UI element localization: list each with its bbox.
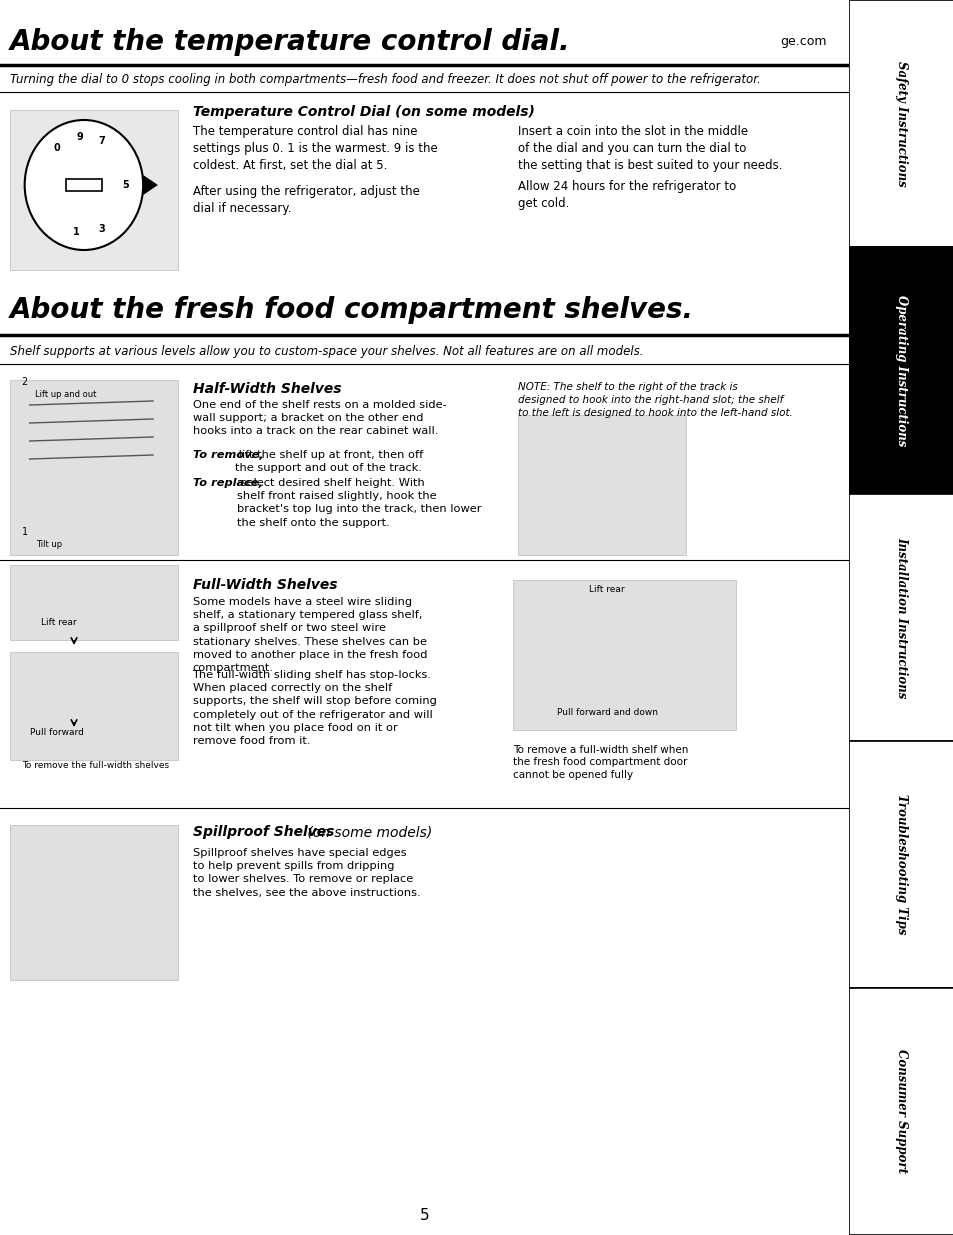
Text: Consumer Support: Consumer Support	[894, 1050, 907, 1173]
Text: 0: 0	[53, 143, 61, 153]
Text: 3: 3	[98, 224, 105, 233]
Bar	[10, 825, 177, 981]
Text: Operating Instructions: Operating Instructions	[894, 295, 907, 446]
Bar	[848, 0, 953, 247]
Bar	[848, 988, 953, 1235]
Bar	[848, 494, 953, 741]
Text: To remove,: To remove,	[193, 450, 263, 459]
Text: Safety Instructions: Safety Instructions	[894, 61, 907, 186]
Text: 2: 2	[22, 377, 28, 387]
Text: The temperature control dial has nine
settings plus 0. 1 is the warmest. 9 is th: The temperature control dial has nine se…	[193, 125, 436, 172]
Bar	[517, 415, 685, 555]
Text: To replace,: To replace,	[193, 478, 262, 488]
Text: Temperature Control Dial (on some models): Temperature Control Dial (on some models…	[193, 105, 534, 119]
Text: Installation Instructions: Installation Instructions	[894, 537, 907, 698]
Text: 9: 9	[77, 132, 84, 142]
Text: Lift up and out: Lift up and out	[34, 390, 96, 399]
Text: Turning the dial to 0 stops cooling in both compartments—fresh food and freezer.: Turning the dial to 0 stops cooling in b…	[10, 74, 760, 86]
Text: The full-width sliding shelf has stop-locks.
When placed correctly on the shelf
: The full-width sliding shelf has stop-lo…	[193, 671, 436, 746]
Text: 1: 1	[73, 227, 80, 237]
Bar	[10, 564, 177, 640]
Text: About the fresh food compartment shelves.: About the fresh food compartment shelves…	[10, 296, 693, 324]
Text: Spillproof Shelves: Spillproof Shelves	[193, 825, 334, 839]
Text: Pull forward and down: Pull forward and down	[557, 708, 657, 718]
Text: Allow 24 hours for the refrigerator to
get cold.: Allow 24 hours for the refrigerator to g…	[517, 180, 736, 210]
Bar	[10, 380, 177, 555]
Text: One end of the shelf rests on a molded side-
wall support; a bracket on the othe: One end of the shelf rests on a molded s…	[193, 400, 446, 436]
Text: After using the refrigerator, adjust the
dial if necessary.: After using the refrigerator, adjust the…	[193, 185, 419, 215]
Bar	[10, 110, 177, 270]
Text: 5: 5	[419, 1208, 429, 1223]
Text: Some models have a steel wire sliding
shelf, a stationary tempered glass shelf,
: Some models have a steel wire sliding sh…	[193, 597, 427, 673]
Text: 5: 5	[122, 180, 129, 190]
Text: 7: 7	[98, 137, 105, 147]
Text: To remove the full-width shelves: To remove the full-width shelves	[22, 761, 169, 769]
Polygon shape	[143, 175, 158, 195]
Text: Half-Width Shelves: Half-Width Shelves	[193, 382, 340, 396]
Text: ge.com: ge.com	[780, 36, 825, 48]
Text: select desired shelf height. With
shelf front raised slightly, hook the
bracket': select desired shelf height. With shelf …	[236, 478, 481, 527]
Text: Shelf supports at various levels allow you to custom-space your shelves. Not all: Shelf supports at various levels allow y…	[10, 346, 642, 358]
Bar	[10, 652, 177, 760]
Text: Lift rear: Lift rear	[41, 618, 77, 627]
Text: NOTE: The shelf to the right of the track is
designed to hook into the right-han: NOTE: The shelf to the right of the trac…	[517, 382, 792, 417]
Text: (on some models): (on some models)	[303, 825, 432, 839]
Text: Insert a coin into the slot in the middle
of the dial and you can turn the dial : Insert a coin into the slot in the middl…	[517, 125, 782, 172]
Bar	[848, 741, 953, 988]
Text: Full-Width Shelves: Full-Width Shelves	[193, 578, 336, 592]
Ellipse shape	[25, 120, 143, 249]
Text: lift the shelf up at front, then off
the support and out of the track.: lift the shelf up at front, then off the…	[234, 450, 423, 473]
Text: Spillproof shelves have special edges
to help prevent spills from dripping
to lo: Spillproof shelves have special edges to…	[193, 848, 419, 898]
Text: To remove a full-width shelf when
the fresh food compartment door
cannot be open: To remove a full-width shelf when the fr…	[513, 745, 688, 779]
Text: Troubleshooting Tips: Troubleshooting Tips	[894, 794, 907, 935]
Bar	[66, 179, 102, 191]
Text: Pull forward: Pull forward	[30, 727, 84, 737]
Text: Lift rear: Lift rear	[589, 585, 624, 594]
Text: About the temperature control dial.: About the temperature control dial.	[10, 28, 570, 56]
Bar	[848, 247, 953, 494]
Text: 1: 1	[22, 527, 28, 537]
Bar	[513, 580, 735, 730]
Text: Tilt up: Tilt up	[36, 540, 63, 550]
